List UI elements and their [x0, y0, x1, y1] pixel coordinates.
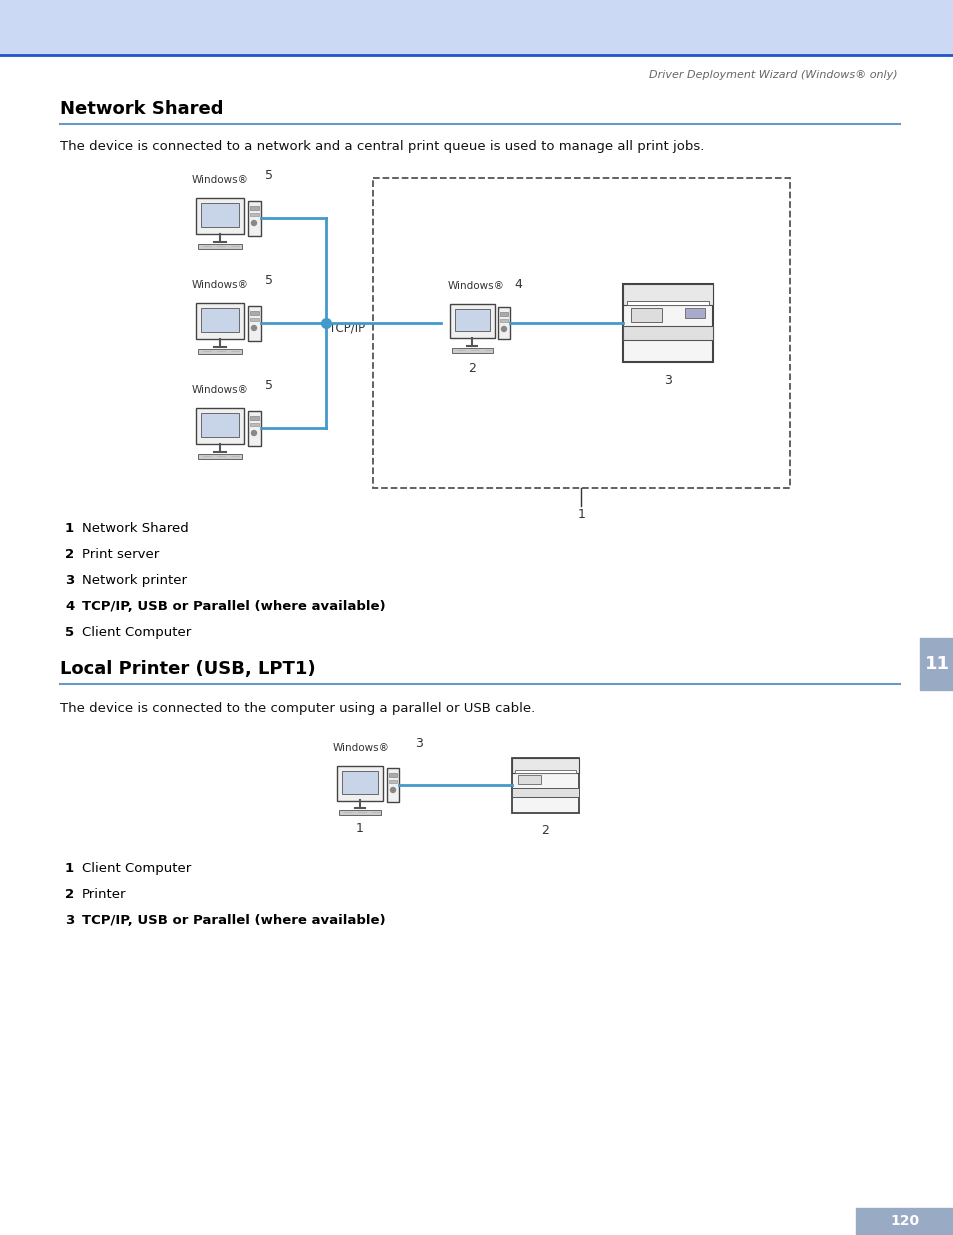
Bar	[195, 198, 244, 233]
Text: 5: 5	[265, 379, 273, 391]
Text: The device is connected to the computer using a parallel or USB cable.: The device is connected to the computer …	[60, 701, 535, 715]
Bar	[452, 348, 493, 353]
Bar	[248, 201, 261, 236]
Text: 11: 11	[923, 655, 948, 673]
Text: 4: 4	[65, 600, 74, 613]
Text: 3: 3	[663, 374, 671, 387]
Bar	[250, 311, 258, 315]
Text: TCP/IP, USB or Parallel (where available): TCP/IP, USB or Parallel (where available…	[82, 600, 385, 613]
Text: 5: 5	[265, 274, 273, 287]
Text: TCP/IP, USB or Parallel (where available): TCP/IP, USB or Parallel (where available…	[82, 914, 385, 927]
Text: Printer: Printer	[82, 888, 127, 902]
Text: Windows®: Windows®	[192, 280, 249, 290]
Text: 3: 3	[415, 737, 422, 750]
Bar	[201, 308, 239, 332]
Text: Network printer: Network printer	[82, 574, 187, 587]
Bar	[250, 212, 258, 216]
Text: 3: 3	[65, 574, 74, 587]
Bar	[626, 301, 708, 305]
Text: 2: 2	[65, 548, 74, 561]
Bar	[341, 771, 377, 794]
Bar	[250, 206, 258, 210]
Bar	[499, 312, 507, 316]
Bar	[630, 308, 661, 322]
Bar	[512, 788, 578, 797]
Text: Network Shared: Network Shared	[60, 100, 223, 119]
Circle shape	[252, 326, 256, 331]
Text: The device is connected to a network and a central print queue is used to manage: The device is connected to a network and…	[60, 140, 703, 153]
Bar	[499, 319, 507, 322]
Bar	[684, 308, 704, 317]
Text: 2: 2	[468, 362, 476, 375]
Text: TCP/IP: TCP/IP	[329, 321, 365, 335]
Text: 120: 120	[889, 1214, 919, 1228]
Bar	[201, 412, 239, 437]
Bar	[497, 308, 510, 338]
Bar	[622, 284, 712, 362]
Text: 5: 5	[65, 626, 74, 638]
Circle shape	[390, 788, 395, 793]
Bar	[517, 776, 540, 784]
Text: 1: 1	[577, 508, 585, 521]
Circle shape	[252, 221, 256, 226]
Text: Windows®: Windows®	[192, 385, 249, 395]
Bar	[389, 773, 396, 777]
Text: Windows®: Windows®	[448, 282, 504, 291]
Bar	[195, 303, 244, 338]
Bar	[248, 411, 261, 446]
Text: Client Computer: Client Computer	[82, 626, 191, 638]
Bar	[248, 306, 261, 341]
Bar	[250, 317, 258, 321]
Bar	[919, 638, 953, 690]
Text: Client Computer: Client Computer	[82, 862, 191, 876]
Bar	[336, 766, 382, 802]
Circle shape	[252, 431, 256, 436]
Text: Driver Deployment Wizard (Windows® only): Driver Deployment Wizard (Windows® only)	[649, 70, 897, 80]
Text: Print server: Print server	[82, 548, 159, 561]
Bar	[512, 758, 578, 773]
Bar	[387, 768, 398, 802]
Bar	[250, 424, 258, 426]
Text: 5: 5	[265, 169, 273, 182]
Text: 2: 2	[65, 888, 74, 902]
Text: Windows®: Windows®	[333, 743, 390, 753]
Bar	[855, 1208, 953, 1235]
Bar	[201, 203, 239, 227]
Circle shape	[501, 326, 506, 331]
Bar	[622, 326, 712, 340]
Text: Local Printer (USB, LPT1): Local Printer (USB, LPT1)	[60, 659, 315, 678]
Bar	[195, 408, 244, 445]
Text: 2: 2	[540, 824, 548, 837]
Text: 1: 1	[65, 862, 74, 876]
Text: 1: 1	[355, 823, 363, 835]
Bar	[198, 245, 242, 249]
Bar	[515, 769, 576, 773]
Text: Network Shared: Network Shared	[82, 522, 189, 535]
Bar	[450, 304, 495, 338]
Text: Windows®: Windows®	[192, 175, 249, 185]
Bar	[389, 781, 396, 783]
Text: 1: 1	[65, 522, 74, 535]
Bar	[198, 350, 242, 354]
Bar	[0, 0, 953, 56]
Text: 4: 4	[514, 278, 521, 291]
Bar	[198, 454, 242, 459]
Bar	[622, 284, 712, 305]
Bar	[338, 810, 380, 815]
Bar	[455, 309, 490, 331]
Bar	[373, 178, 789, 488]
Bar	[512, 758, 578, 813]
Text: 3: 3	[65, 914, 74, 927]
Bar	[250, 416, 258, 420]
